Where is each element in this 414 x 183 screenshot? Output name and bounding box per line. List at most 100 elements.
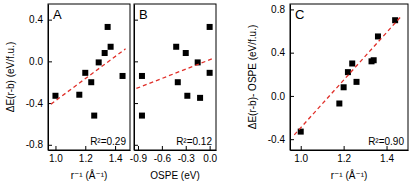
point xyxy=(102,50,108,56)
y-tick-label: 0.4 xyxy=(271,47,285,58)
panel: 1.01.21.4-0.40.00.40.8CR²=0.90r⁻¹ (Å⁻¹)Δ… xyxy=(247,4,409,181)
y-tick-mark xyxy=(134,20,138,21)
x-tick: 0.0 xyxy=(203,146,217,164)
point xyxy=(207,24,213,30)
x-axis-title: r⁻¹ (Å⁻¹) xyxy=(71,169,108,181)
x-axis-line xyxy=(135,150,217,151)
y-tick: 0.4 xyxy=(271,47,294,58)
y-axis-line xyxy=(134,5,135,151)
y-tick-mark xyxy=(134,61,138,62)
x-tick-label: 1.0 xyxy=(49,153,63,164)
x-tick-label: -0.6 xyxy=(154,153,172,164)
marks xyxy=(51,24,126,119)
x-tick: 1.2 xyxy=(337,146,351,164)
x-tick-label: 1.2 xyxy=(337,153,351,164)
y-tick-mark xyxy=(48,61,52,62)
y-tick xyxy=(134,61,138,62)
x-tick: 1.2 xyxy=(79,146,93,164)
x-tick: 1.4 xyxy=(380,146,394,164)
point xyxy=(298,129,304,135)
y-tick-label: -0.4 xyxy=(26,98,44,109)
point xyxy=(354,79,360,85)
panel-label: B xyxy=(139,7,148,22)
x-axis: -0.9 -0.6 -0.3 0.0 xyxy=(130,146,218,164)
y-tick-label: -0.8 xyxy=(26,139,44,150)
x-tick: 1.0 xyxy=(49,146,63,164)
x-tick-label: 1.4 xyxy=(109,153,123,164)
x-tick-mark xyxy=(162,146,163,150)
point xyxy=(173,44,179,50)
point xyxy=(175,79,181,85)
y-tick: 0.0 xyxy=(271,91,294,102)
point xyxy=(371,57,377,63)
y-tick: -0.8 xyxy=(26,139,52,150)
x-tick-mark xyxy=(85,146,86,150)
point xyxy=(88,79,94,85)
y-tick-label: 0.4 xyxy=(29,14,43,25)
y-axis-title: ΔE(r-b) (eV/f.u.) xyxy=(5,42,16,113)
x-tick-label: 1.0 xyxy=(294,153,308,164)
y-tick xyxy=(134,103,138,104)
y-tick: 0.4 xyxy=(29,14,52,25)
x-axis-line xyxy=(291,150,409,151)
fit-line xyxy=(51,49,126,104)
marks xyxy=(136,24,213,119)
y-tick: -0.4 xyxy=(26,98,52,109)
x-axis: 1.0 1.2 1.4 xyxy=(49,146,131,164)
y-tick-label: 0.8 xyxy=(271,4,285,15)
panel-label: C xyxy=(295,7,304,22)
y-tick-label: -0.4 xyxy=(268,134,286,145)
plot-frame xyxy=(290,4,408,150)
x-tick: 1.4 xyxy=(109,146,123,164)
annotation: R²=0.12 xyxy=(176,136,212,147)
x-tick-label: 1.4 xyxy=(380,153,394,164)
x-tick: -0.6 xyxy=(154,146,172,164)
point xyxy=(91,113,97,119)
y-tick: 0.8 xyxy=(271,4,294,15)
x-tick-mark xyxy=(301,146,302,150)
point xyxy=(349,60,355,66)
point xyxy=(96,59,102,65)
marks xyxy=(294,16,401,135)
panel-label: A xyxy=(53,7,62,22)
x-axis: 1.0 1.2 1.4 xyxy=(291,146,409,164)
x-tick-mark xyxy=(55,146,56,150)
y-axis xyxy=(134,5,138,151)
y-tick-mark xyxy=(290,53,294,54)
x-tick-label: 1.2 xyxy=(79,153,93,164)
y-axis: -0.8-0.40.00.4 xyxy=(26,5,52,151)
y-tick: -0.4 xyxy=(268,134,294,145)
x-tick-mark xyxy=(138,146,139,150)
y-tick-mark xyxy=(134,145,138,146)
plot-frame xyxy=(48,4,130,150)
annotation: R²=0.29 xyxy=(90,136,126,147)
x-axis-line xyxy=(49,150,131,151)
y-tick-mark xyxy=(290,96,294,97)
point xyxy=(76,92,82,98)
fit-line xyxy=(294,16,401,135)
y-tick xyxy=(134,20,138,21)
y-axis-title: ΔE(r-b)- OSPE (eV/f.u.) xyxy=(247,25,258,129)
x-axis-title: OSPE (eV) xyxy=(150,170,199,181)
point xyxy=(139,113,145,119)
point xyxy=(120,73,126,79)
annotation: R²=0.90 xyxy=(368,136,404,147)
point xyxy=(52,93,58,99)
point xyxy=(341,84,347,90)
panel: -0.9 -0.6 -0.3 0.0 B R²=0.12 OSPE (eV) xyxy=(130,4,218,181)
y-tick-mark xyxy=(48,145,52,146)
x-tick: -0.3 xyxy=(178,146,196,164)
point xyxy=(139,73,145,79)
point xyxy=(336,100,342,106)
point xyxy=(82,70,88,76)
point xyxy=(183,50,189,56)
y-tick-mark xyxy=(48,20,52,21)
x-tick-label: -0.3 xyxy=(178,153,196,164)
x-tick-mark xyxy=(344,146,345,150)
panel: 1.01.21.4-0.8-0.40.00.4AR²=0.29r⁻¹ (Å⁻¹)… xyxy=(5,4,131,181)
y-tick-mark xyxy=(290,9,294,10)
plot-frame xyxy=(134,4,216,150)
point xyxy=(108,44,114,50)
point xyxy=(184,93,190,99)
x-tick-label: -0.9 xyxy=(130,153,148,164)
